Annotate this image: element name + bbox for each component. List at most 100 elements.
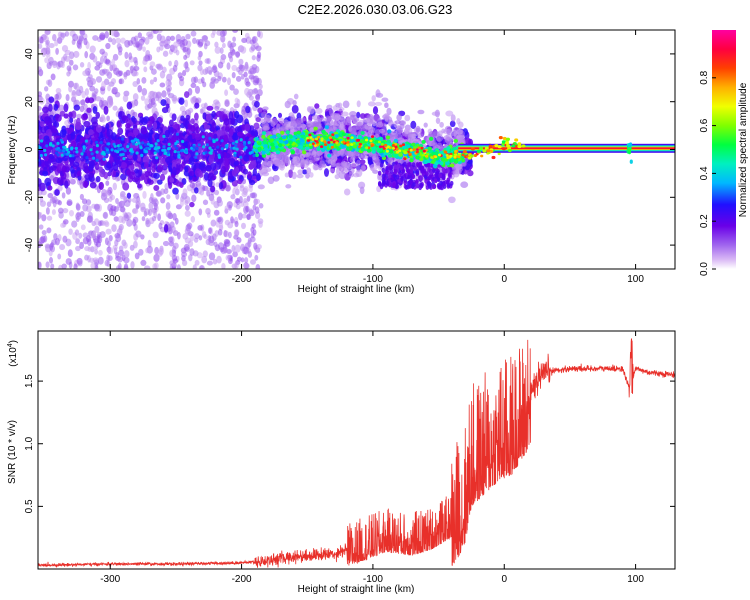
heatmap-cell <box>449 120 456 128</box>
heatmap-cell <box>117 127 124 136</box>
heatmap-cell <box>431 111 440 116</box>
heatmap-cell <box>38 211 43 218</box>
heatmap-cell <box>209 81 216 89</box>
heatmap-cell <box>118 78 123 85</box>
heatmap-cell <box>256 54 261 62</box>
heatmap-cell <box>98 181 104 190</box>
heatmap-cell <box>40 47 47 55</box>
heatmap-cell <box>238 195 243 204</box>
heatmap-cell <box>132 80 138 88</box>
heatmap-cell <box>386 107 392 116</box>
heatmap-cell <box>47 79 53 87</box>
heatmap-cell <box>205 164 212 172</box>
heatmap-cell <box>126 192 132 199</box>
heatmap-cell <box>411 133 417 139</box>
heatmap-cell <box>46 62 52 70</box>
heatmap-cell <box>229 158 236 167</box>
heatmap-cell <box>213 133 218 140</box>
heatmap-cell <box>170 35 175 41</box>
heatmap-cell <box>188 170 195 177</box>
heatmap-cell <box>68 111 73 119</box>
heatmap-cell <box>299 153 306 159</box>
heatmap-cell <box>237 150 245 158</box>
heatmap-cell <box>326 104 333 111</box>
heatmap-cell <box>262 125 270 131</box>
heatmap-cell <box>78 85 84 94</box>
heatmap-cell <box>38 66 42 73</box>
heatmap-cell <box>86 149 92 159</box>
heatmap-cell <box>235 188 240 196</box>
heatmap-cell <box>118 223 124 231</box>
heatmap-cell <box>51 209 56 216</box>
heatmap-cell <box>308 106 315 115</box>
heatmap-cell <box>86 215 93 223</box>
heatmap-cell <box>137 32 142 39</box>
heatmap-cell <box>435 117 441 124</box>
heatmap-cell <box>94 65 101 71</box>
heatmap-cell <box>48 96 55 104</box>
heatmap-cell <box>121 216 126 224</box>
heatmap-cell <box>192 264 197 269</box>
heatmap-cell <box>179 75 185 82</box>
heatmap-cell <box>161 168 168 175</box>
heatmap-cell <box>206 57 211 65</box>
heatmap-cell <box>162 240 170 247</box>
heatmap-cell <box>126 101 133 110</box>
heatmap-cell <box>217 228 223 236</box>
heatmap-cell <box>81 198 88 205</box>
heatmap-cell <box>158 222 163 230</box>
heatmap-cell <box>66 199 73 207</box>
heatmap-cell <box>150 97 156 106</box>
heatmap-cell <box>147 178 152 184</box>
heatmap-cell <box>337 102 343 109</box>
heatmap-cell <box>117 255 123 263</box>
heatmap-cell <box>110 64 116 71</box>
heatmap-cell <box>127 197 132 203</box>
heatmap-cell <box>251 63 258 70</box>
heatmap-cell <box>106 115 110 122</box>
heatmap-cell <box>244 257 249 264</box>
heatmap-cell <box>208 227 212 234</box>
heatmap-cell <box>223 230 230 238</box>
heatmap-cell <box>41 230 47 236</box>
heatmap-cell <box>193 187 199 194</box>
heatmap-cell <box>246 195 251 202</box>
heatmap-cell <box>350 162 359 168</box>
heatmap-cell <box>376 158 381 166</box>
heatmap-cell <box>94 88 99 94</box>
heatmap-cell <box>194 259 200 266</box>
heatmap-cell <box>445 110 454 117</box>
heatmap-cell <box>176 264 181 269</box>
heatmap-cell <box>51 196 58 203</box>
heatmap-cell <box>160 99 167 107</box>
heatmap-cell <box>120 161 128 169</box>
heatmap-cell <box>349 114 355 121</box>
heatmap-cell <box>194 112 199 121</box>
heatmap-cell <box>140 117 148 126</box>
heatmap-cells <box>38 30 675 269</box>
heatmap-cell <box>232 132 239 141</box>
heatmap-cell <box>258 220 263 228</box>
heatmap-cell <box>112 164 119 172</box>
heatmap-cell <box>63 113 69 119</box>
heatmap-cell <box>93 218 100 226</box>
heatmap-cell <box>251 192 258 199</box>
heatmap-cell <box>228 111 234 120</box>
heatmap-cell <box>42 170 49 177</box>
heatmap-cell <box>184 210 191 217</box>
heatmap-cell <box>225 254 231 261</box>
heatmap-cell <box>188 134 193 141</box>
heatmap-cell <box>325 115 331 123</box>
heatmap-cell <box>154 133 160 141</box>
heatmap-cell <box>114 239 119 247</box>
heatmap-cell <box>98 99 104 108</box>
heatmap-cell <box>145 247 150 254</box>
heatmap-cell <box>108 234 113 242</box>
heatmap-cell <box>156 179 163 185</box>
heatmap-cell <box>377 117 383 126</box>
heatmap-cell <box>118 245 124 252</box>
heatmap-cell <box>82 204 89 212</box>
heatmap-cell <box>247 239 252 248</box>
heatmap-cell <box>121 115 128 121</box>
heatmap-cell <box>55 114 62 122</box>
